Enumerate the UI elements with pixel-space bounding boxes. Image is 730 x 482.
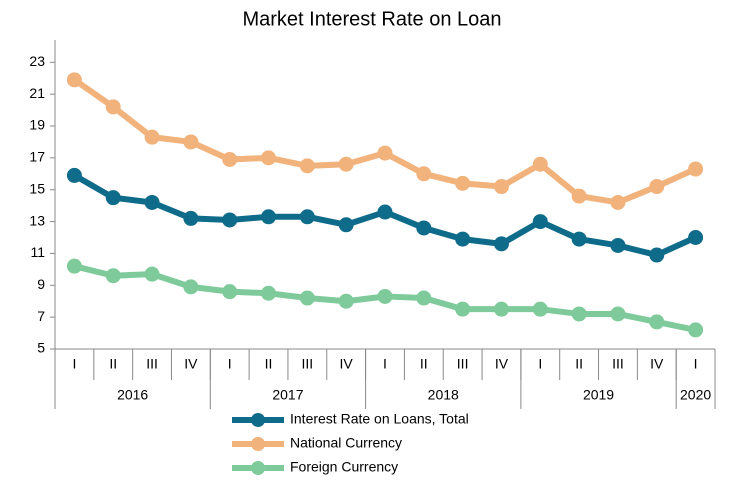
y-tick-label: 21 bbox=[29, 85, 45, 101]
series-marker bbox=[571, 231, 587, 247]
legend-marker bbox=[251, 437, 265, 451]
series-marker bbox=[610, 237, 626, 253]
series-marker bbox=[261, 209, 277, 225]
legend-label: National Currency bbox=[290, 435, 402, 451]
series-marker bbox=[338, 217, 354, 233]
legend-marker bbox=[251, 413, 265, 427]
x-tick-label: II bbox=[420, 356, 428, 372]
y-tick-label: 7 bbox=[37, 308, 45, 324]
y-tick-label: 5 bbox=[37, 340, 45, 356]
group-label: 2017 bbox=[272, 387, 303, 403]
x-tick-label: II bbox=[265, 356, 273, 372]
y-tick-label: 19 bbox=[29, 117, 45, 133]
series-marker bbox=[455, 231, 471, 247]
series-marker bbox=[455, 175, 471, 191]
series-marker bbox=[688, 322, 704, 338]
series-line bbox=[72, 77, 697, 206]
series-marker bbox=[144, 266, 160, 282]
series-marker bbox=[532, 301, 548, 317]
series-marker bbox=[105, 99, 121, 115]
series-marker bbox=[493, 179, 509, 195]
series-marker bbox=[222, 151, 238, 167]
x-tick-label: III bbox=[612, 356, 624, 372]
series-marker bbox=[338, 156, 354, 172]
legend-marker bbox=[251, 461, 265, 475]
x-tick-label: III bbox=[146, 356, 158, 372]
series-marker bbox=[222, 284, 238, 300]
y-tick-label: 23 bbox=[29, 53, 45, 69]
legend-label: Interest Rate on Loans, Total bbox=[290, 411, 469, 427]
series-marker bbox=[610, 194, 626, 210]
series-marker bbox=[416, 166, 432, 182]
group-label: 2016 bbox=[117, 387, 148, 403]
series-marker bbox=[144, 129, 160, 145]
series-marker bbox=[493, 301, 509, 317]
series-marker bbox=[532, 214, 548, 230]
group-label: 2020 bbox=[680, 387, 711, 403]
y-tick-label: 17 bbox=[29, 149, 45, 165]
series-marker bbox=[338, 293, 354, 309]
x-tick-label: III bbox=[302, 356, 314, 372]
series-marker bbox=[299, 290, 315, 306]
y-tick-label: 13 bbox=[29, 212, 45, 228]
series-marker bbox=[493, 236, 509, 252]
group-label: 2018 bbox=[428, 387, 459, 403]
series-marker bbox=[105, 268, 121, 284]
series-marker bbox=[144, 194, 160, 210]
x-tick-label: I bbox=[694, 356, 698, 372]
series-marker bbox=[377, 145, 393, 161]
series-marker bbox=[66, 167, 82, 183]
series-marker bbox=[416, 290, 432, 306]
series-marker bbox=[377, 288, 393, 304]
series-marker bbox=[299, 158, 315, 174]
series-marker bbox=[571, 306, 587, 322]
y-tick-label: 15 bbox=[29, 180, 45, 196]
series-marker bbox=[649, 314, 665, 330]
series-marker bbox=[688, 161, 704, 177]
series-marker bbox=[416, 220, 432, 236]
series-marker bbox=[455, 301, 471, 317]
x-tick-label: II bbox=[575, 356, 583, 372]
series-marker bbox=[299, 209, 315, 225]
x-tick-label: IV bbox=[340, 356, 354, 372]
series-marker bbox=[105, 190, 121, 206]
series-marker bbox=[377, 204, 393, 220]
y-tick-label: 11 bbox=[30, 244, 45, 260]
chart-title: Market Interest Rate on Loan bbox=[242, 8, 501, 30]
series-marker bbox=[649, 179, 665, 195]
series-marker bbox=[183, 134, 199, 150]
x-tick-label: II bbox=[109, 356, 117, 372]
group-label: 2019 bbox=[583, 387, 614, 403]
x-tick-label: IV bbox=[184, 356, 198, 372]
series-marker bbox=[532, 156, 548, 172]
series-marker bbox=[261, 150, 277, 166]
series-marker bbox=[183, 210, 199, 226]
x-tick-label: I bbox=[72, 356, 76, 372]
series-marker bbox=[610, 306, 626, 322]
x-tick-label: I bbox=[383, 356, 387, 372]
y-tick-label: 9 bbox=[37, 276, 45, 292]
legend-label: Foreign Currency bbox=[290, 459, 398, 475]
series-marker bbox=[66, 258, 82, 274]
x-tick-label: I bbox=[538, 356, 542, 372]
series-marker bbox=[222, 212, 238, 228]
x-tick-label: IV bbox=[650, 356, 664, 372]
series-marker bbox=[571, 188, 587, 204]
series-marker bbox=[183, 279, 199, 295]
x-tick-label: I bbox=[228, 356, 232, 372]
x-tick-label: III bbox=[457, 356, 469, 372]
series-marker bbox=[66, 72, 82, 88]
series-marker bbox=[688, 230, 704, 246]
series-marker bbox=[261, 285, 277, 301]
series-marker bbox=[649, 247, 665, 263]
x-tick-label: IV bbox=[495, 356, 509, 372]
